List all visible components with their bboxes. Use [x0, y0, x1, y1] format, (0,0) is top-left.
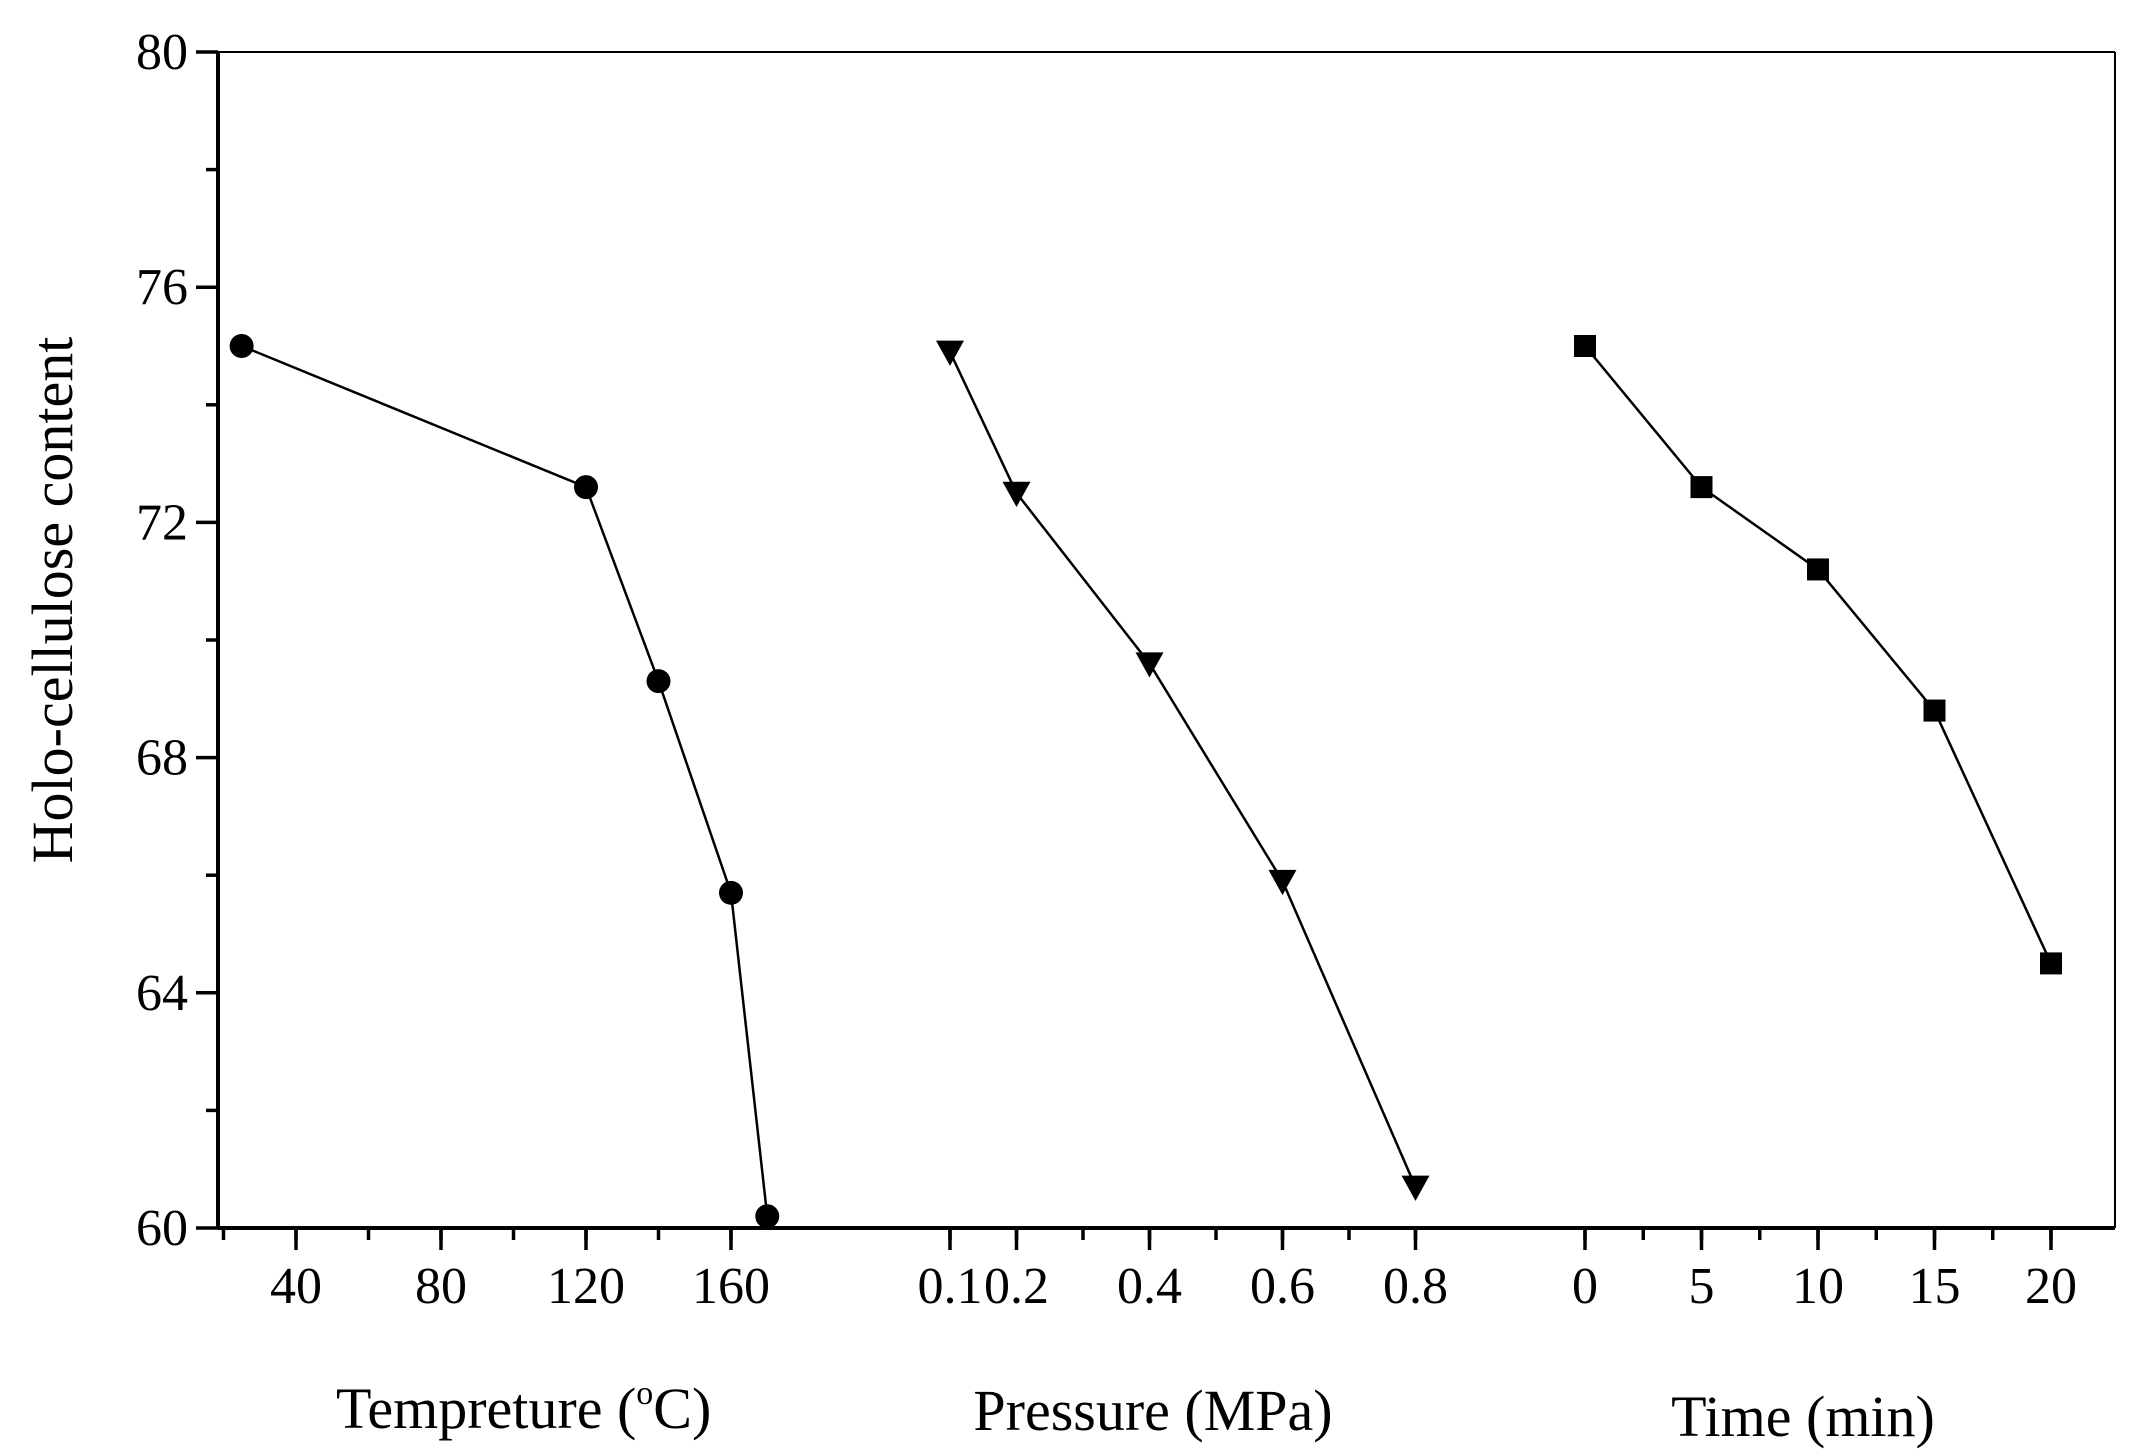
- plot-frame: [216, 51, 2116, 1230]
- data-point: [1268, 869, 1297, 896]
- x-tick-label-time: 10: [1792, 1258, 1844, 1315]
- temperature-title-tail: C): [653, 1376, 711, 1441]
- data-point: [1135, 652, 1164, 678]
- data-point: [1002, 481, 1031, 507]
- y-axis: 60 64 68 72 76 80: [136, 24, 218, 1257]
- data-point: [646, 669, 671, 694]
- y-tick-label: 80: [136, 24, 188, 81]
- series-line-time: [1584, 345, 2053, 964]
- temperature-title-degree: o: [636, 1375, 653, 1412]
- x-tick-label-temperature: 40: [270, 1258, 322, 1315]
- x-tick-label-time: 15: [1909, 1258, 1961, 1315]
- y-tick-label: 72: [136, 494, 188, 551]
- data-point: [229, 334, 254, 358]
- x-tick-label-pressure: 0.6: [1250, 1258, 1315, 1315]
- data-point: [574, 475, 598, 500]
- data-point: [2040, 952, 2062, 975]
- y-tick-label: 76: [136, 259, 188, 316]
- x-tick-label-temperature: 80: [415, 1258, 467, 1315]
- x-tick-label-time: 5: [1689, 1258, 1715, 1315]
- x-axis-pressure: 0.1 0.2 0.4 0.6 0.8: [918, 1228, 1448, 1315]
- y-tick-label: 64: [136, 965, 188, 1022]
- data-point: [936, 340, 964, 366]
- x-axis-time: 0 5 10 15 20: [1572, 1228, 2077, 1315]
- data-point: [1807, 558, 1829, 581]
- x-tick-label-time: 0: [1572, 1258, 1598, 1315]
- data-point: [1923, 699, 1946, 722]
- y-axis-title: Holo-cellulose content: [20, 337, 85, 864]
- series-pressure: [936, 340, 1430, 1201]
- x-tick-label-pressure: 0.2: [984, 1258, 1049, 1315]
- y-tick-label: 60: [136, 1200, 188, 1257]
- data-point: [1574, 335, 1596, 357]
- y-tick-label: 68: [136, 730, 188, 787]
- series-line-temperature: [241, 344, 769, 1217]
- x-tick-label-pressure: 0.4: [1117, 1258, 1182, 1315]
- data-point: [1690, 476, 1713, 499]
- data-series: [229, 334, 2062, 1229]
- temperature-title-head: Tempreture (: [336, 1376, 636, 1441]
- data-point: [755, 1204, 780, 1229]
- data-point: [1401, 1175, 1430, 1201]
- x-axis-temperature: 40 80 120 160: [221, 1228, 770, 1315]
- x-tick-label-pressure: 0.1: [918, 1258, 983, 1315]
- data-point: [719, 880, 743, 905]
- x-tick-label-pressure: 0.8: [1383, 1258, 1448, 1315]
- x-axis-title-time: Time (min): [1671, 1384, 1935, 1449]
- series-line-pressure: [948, 351, 1417, 1188]
- x-tick-label-temperature: 160: [692, 1258, 770, 1315]
- series-time: [1574, 335, 2062, 975]
- x-tick-label-temperature: 120: [547, 1258, 625, 1315]
- series-temperature: [229, 334, 780, 1229]
- x-axis-title-pressure: Pressure (MPa): [973, 1378, 1332, 1443]
- x-tick-label-time: 20: [2025, 1258, 2077, 1315]
- x-axes: 40 80 120 160 0.1 0.2 0.4 0.6 0.8 0 5 10 15 20: [221, 1228, 2077, 1315]
- x-axis-title-temperature: Tempreture (oC): [336, 1375, 711, 1441]
